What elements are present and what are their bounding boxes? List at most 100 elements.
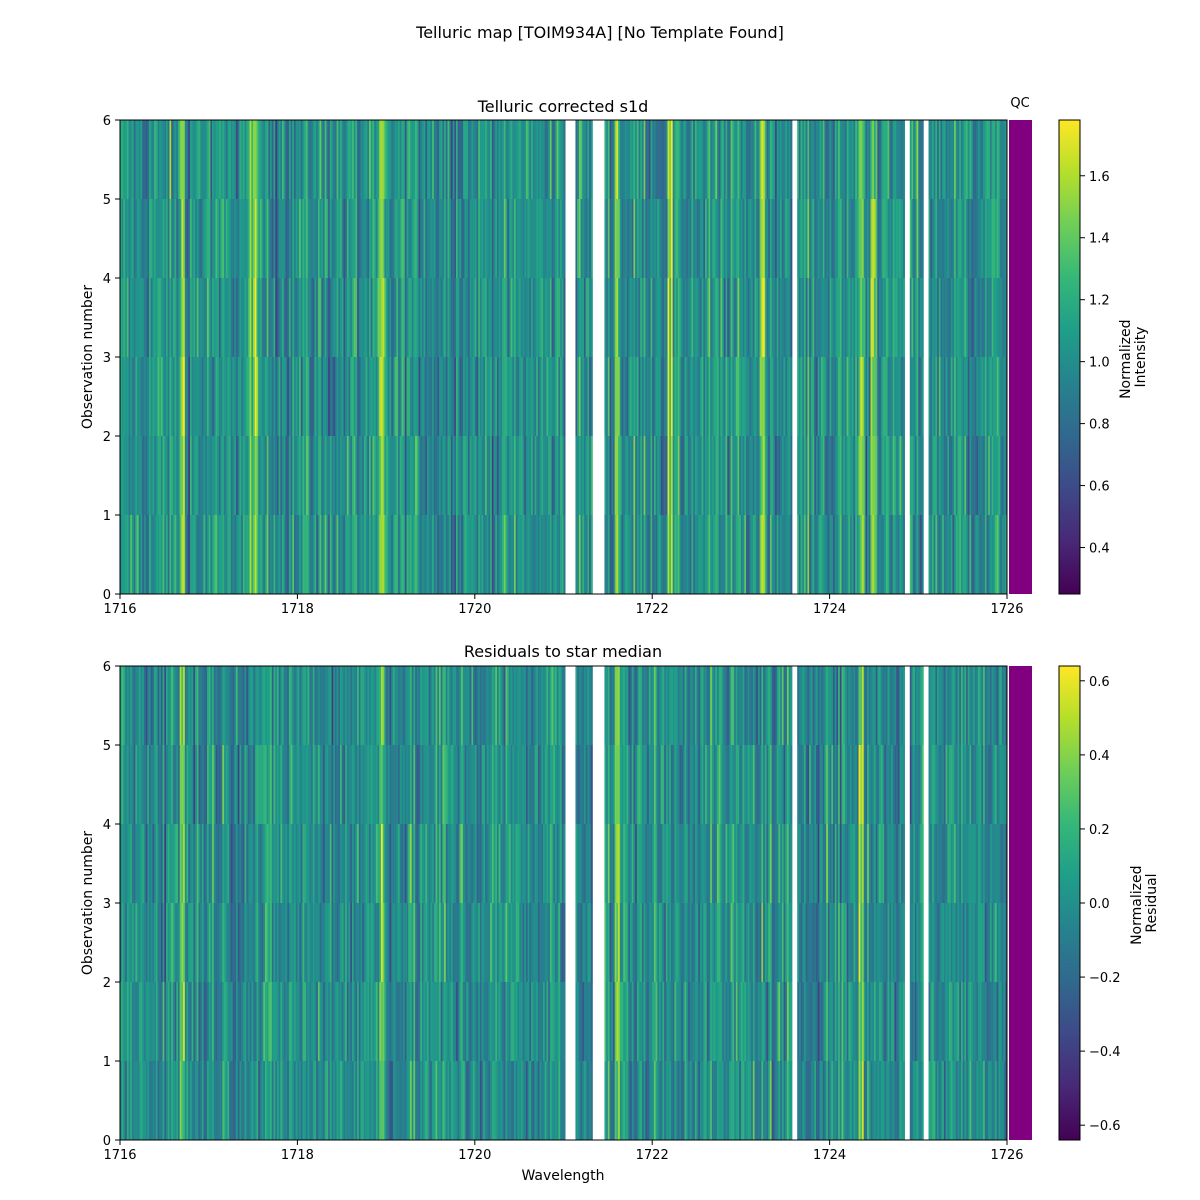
heatmap-cell [614, 903, 617, 982]
heatmap-cell [635, 1061, 638, 1140]
heatmap-cell [413, 515, 416, 594]
heatmap-cell [215, 515, 218, 594]
heatmap-cell [688, 982, 691, 1061]
heatmap-cell [775, 199, 778, 278]
heatmap-cell [636, 903, 639, 982]
heatmap-cell [802, 436, 805, 515]
heatmap-cell [464, 436, 467, 515]
heatmap-cell [790, 120, 793, 199]
heatmap-cell [1000, 515, 1003, 594]
heatmap-cell [630, 824, 633, 903]
heatmap-cell [909, 903, 912, 982]
heatmap-cell [911, 515, 914, 594]
heatmap-cell [769, 515, 772, 594]
heatmap-cell [892, 982, 895, 1061]
heatmap-cell [125, 515, 128, 594]
heatmap-cell [341, 903, 344, 982]
heatmap-cell [295, 903, 298, 982]
heatmap-cell [561, 1061, 564, 1140]
heatmap-cell [976, 982, 979, 1061]
heatmap-cell [728, 120, 731, 199]
heatmap-cell [943, 903, 946, 982]
heatmap-cell [918, 357, 921, 436]
heatmap-cell [701, 515, 704, 594]
heatmap-cell [978, 120, 981, 199]
heatmap-cell [868, 903, 871, 982]
heatmap-cell [536, 515, 539, 594]
heatmap-cell [312, 824, 315, 903]
heatmap-cell [169, 436, 172, 515]
heatmap-cell [466, 903, 469, 982]
heatmap-cell [831, 120, 834, 199]
heatmap-cell [462, 903, 465, 982]
heatmap-cell [404, 199, 407, 278]
heatmap-cell [669, 199, 672, 278]
heatmap-cell [899, 824, 902, 903]
heatmap-cell [814, 982, 817, 1061]
heatmap-cell [266, 278, 269, 357]
heatmap-cell [609, 515, 612, 594]
heatmap-cell [862, 515, 865, 594]
heatmap-cell [258, 903, 261, 982]
heatmap-cell [169, 982, 172, 1061]
heatmap-cell [708, 903, 711, 982]
heatmap-cell [142, 199, 145, 278]
heatmap-cell [901, 903, 904, 982]
heatmap-cell [302, 982, 305, 1061]
heatmap-cell [239, 1061, 242, 1140]
heatmap-cell [242, 120, 245, 199]
heatmap-cell [263, 515, 266, 594]
heatmap-cell [983, 357, 986, 436]
heatmap-cell [210, 515, 213, 594]
heatmap-cell [551, 199, 554, 278]
heatmap-cell [292, 515, 295, 594]
heatmap-cell [918, 903, 921, 982]
heatmap-cell [125, 199, 128, 278]
heatmap-cell [829, 120, 832, 199]
heatmap-cell [152, 278, 155, 357]
heatmap-cell [273, 824, 276, 903]
heatmap-cell [797, 824, 800, 903]
heatmap-cell [498, 982, 501, 1061]
heatmap-cell [427, 515, 430, 594]
heatmap-cell [807, 199, 810, 278]
heatmap-cell [201, 357, 204, 436]
heatmap-cell [966, 903, 969, 982]
heatmap-cell [456, 982, 459, 1061]
heatmap-cell [851, 515, 854, 594]
heatmap-cell [333, 199, 336, 278]
heatmap-cell [350, 824, 353, 903]
heatmap-cell [641, 982, 644, 1061]
heatmap-cell [189, 278, 192, 357]
heatmap-cell [435, 436, 438, 515]
heatmap-cell [802, 278, 805, 357]
heatmap-cell [839, 982, 842, 1061]
heatmap-cell [162, 824, 165, 903]
heatmap-cell [510, 357, 513, 436]
heatmap-cell [689, 278, 692, 357]
heatmap-cell [234, 515, 237, 594]
heatmap-cell [812, 120, 815, 199]
heatmap-cell [563, 120, 566, 199]
heatmap-cell [877, 515, 880, 594]
heatmap-cell [452, 903, 455, 982]
heatmap-cell [636, 515, 639, 594]
heatmap-cell [198, 278, 201, 357]
heatmap-cell [548, 199, 551, 278]
heatmap-cell [365, 278, 368, 357]
heatmap-cell [476, 436, 479, 515]
heatmap-cell [583, 199, 586, 278]
heatmap-cell [126, 120, 129, 199]
heatmap-cell [324, 515, 327, 594]
heatmap-cell [877, 1061, 880, 1140]
heatmap-cell [786, 278, 789, 357]
heatmap-cell [732, 982, 735, 1061]
heatmap-cell [713, 278, 716, 357]
heatmap-cell [768, 436, 771, 515]
heatmap-cell [409, 436, 412, 515]
heatmap-cell [983, 436, 986, 515]
heatmap-cell [326, 824, 329, 903]
heatmap-cell [537, 824, 540, 903]
heatmap-cell [548, 903, 551, 982]
heatmap-cell [288, 903, 291, 982]
